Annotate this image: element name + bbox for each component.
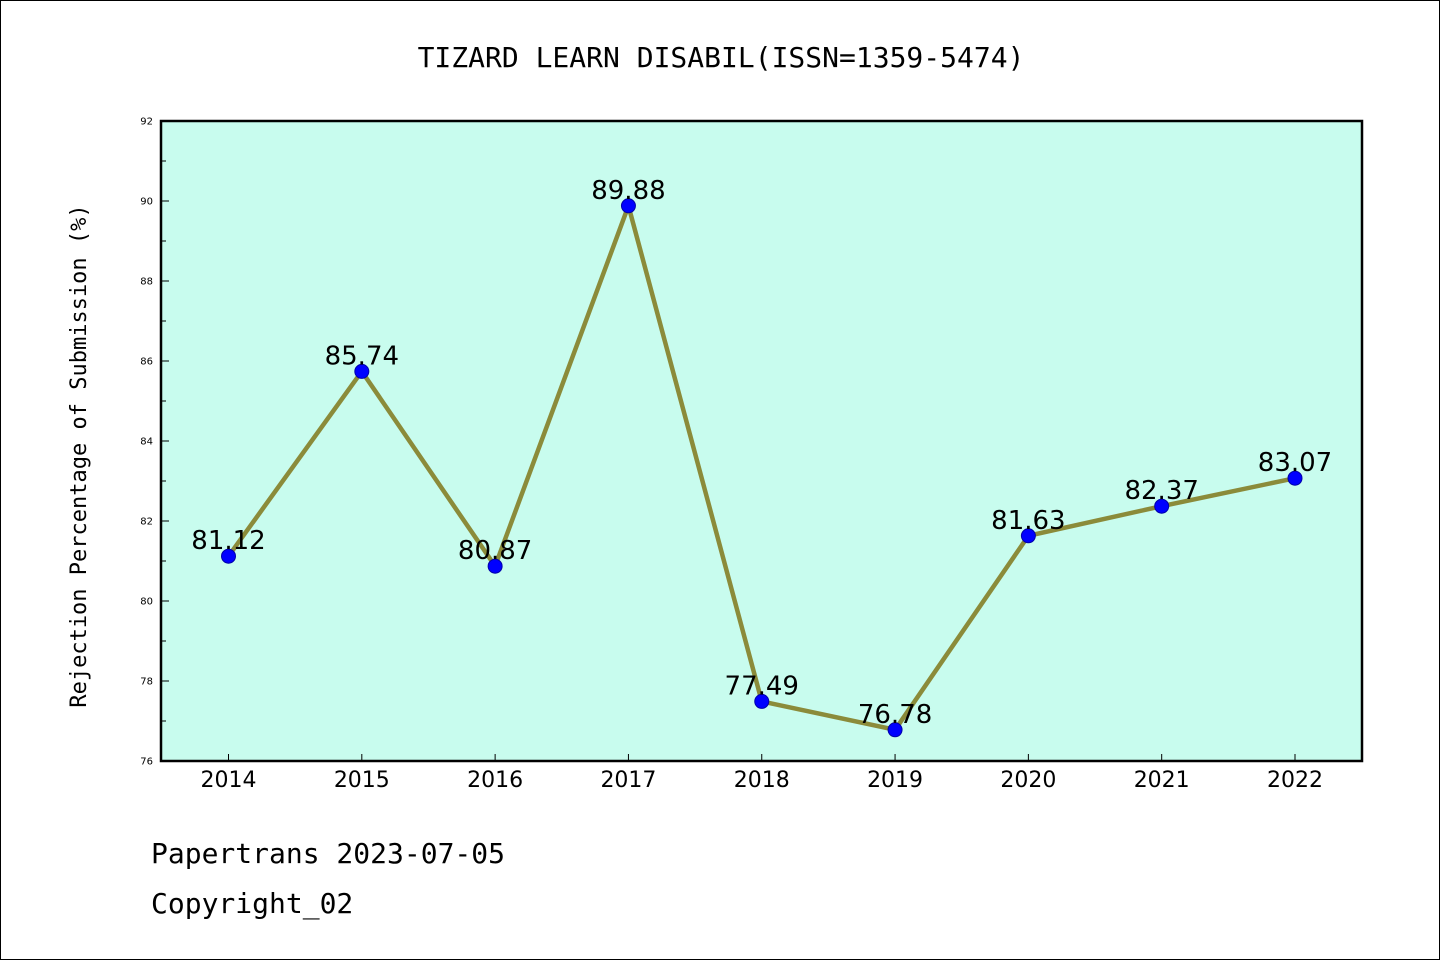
x-tick-label: 2021 bbox=[1134, 768, 1190, 793]
chart-title: TIZARD LEARN DISABIL(ISSN=1359-5474) bbox=[418, 41, 1025, 74]
data-point bbox=[221, 548, 236, 564]
data-label: 81.63 bbox=[991, 506, 1065, 536]
data-label: 82.37 bbox=[1124, 476, 1198, 506]
data-point bbox=[1020, 528, 1036, 544]
data-point bbox=[620, 198, 636, 214]
footer-copyright-line: Copyright_02 bbox=[151, 887, 354, 920]
data-label: 77.49 bbox=[725, 671, 799, 701]
x-tick-label: 2014 bbox=[201, 768, 257, 793]
y-tick-label: 80 bbox=[140, 597, 153, 608]
x-tick-label: 2020 bbox=[1000, 768, 1056, 793]
y-tick-label: 76 bbox=[140, 757, 153, 768]
data-label: 83.07 bbox=[1258, 448, 1332, 478]
data-point bbox=[1287, 470, 1303, 486]
data-label: 80.87 bbox=[458, 536, 532, 566]
data-point bbox=[354, 363, 370, 379]
x-axis: 2014 2015 2016 2017 2018 2019 2020 2021 2022 bbox=[201, 754, 1323, 793]
x-tick-label: 2017 bbox=[600, 768, 656, 793]
y-tick-label: 86 bbox=[140, 357, 153, 368]
x-tick-label: 2015 bbox=[334, 768, 390, 793]
data-series: 81.12 85.74 80.87 89.88 77.49 76.78 81.63 82.37… bbox=[191, 176, 1332, 738]
x-tick-label: 2022 bbox=[1267, 768, 1323, 793]
data-label: 76.78 bbox=[858, 700, 932, 730]
y-axis-label: Rejection Percentage of Submission (%) bbox=[67, 204, 92, 707]
y-tick-label: 82 bbox=[140, 517, 153, 528]
y-tick-label: 92 bbox=[140, 117, 153, 128]
plot-area bbox=[159, 119, 1364, 763]
data-point bbox=[887, 722, 903, 738]
data-point bbox=[487, 558, 503, 574]
data-point bbox=[1154, 498, 1170, 514]
x-tick-label: 2018 bbox=[734, 768, 790, 793]
y-tick-label: 84 bbox=[140, 437, 153, 448]
y-tick-label: 78 bbox=[140, 677, 153, 688]
data-point bbox=[754, 693, 770, 709]
y-axis: 76 78 80 82 84 86 88 90 92 bbox=[140, 117, 169, 768]
data-label: 85.74 bbox=[325, 341, 399, 371]
x-tick-label: 2016 bbox=[467, 768, 523, 793]
footer-date-line: Papertrans 2023-07-05 bbox=[151, 837, 506, 870]
y-tick-label: 90 bbox=[140, 197, 153, 208]
y-tick-label: 88 bbox=[140, 277, 153, 288]
x-tick-label: 2019 bbox=[867, 768, 923, 793]
data-label: 81.12 bbox=[191, 526, 265, 556]
data-label: 89.88 bbox=[591, 176, 665, 206]
